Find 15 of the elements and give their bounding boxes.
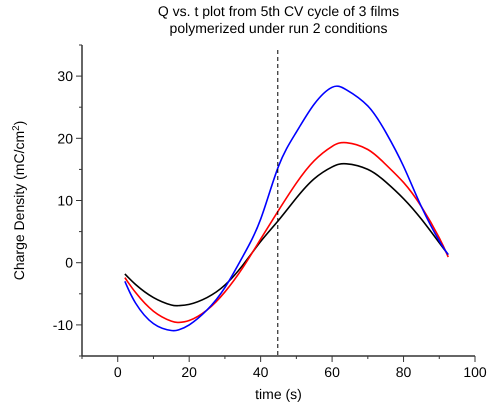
line-series [124,142,450,324]
x-tick-label: 100 [463,364,487,380]
y-tick-label: 30 [57,68,74,84]
x-tick-label: 80 [396,364,412,380]
line-series [124,86,450,332]
y-tick-label: 20 [57,130,74,146]
x-tick-label: 20 [181,364,198,380]
y-tick-label: -10 [52,316,74,333]
y-tick-label: 0 [65,254,74,271]
x-tick-label: 0 [114,364,122,380]
chart-title: Q vs. t plot from 5th CV cycle of 3 films polymerized under run 2 conditions [158,3,400,36]
y-tick-label: 10 [57,192,74,208]
x-tick-label: 60 [324,364,340,380]
x-tick-label: 40 [252,364,269,380]
x-axis-title: time (s) [255,386,302,402]
